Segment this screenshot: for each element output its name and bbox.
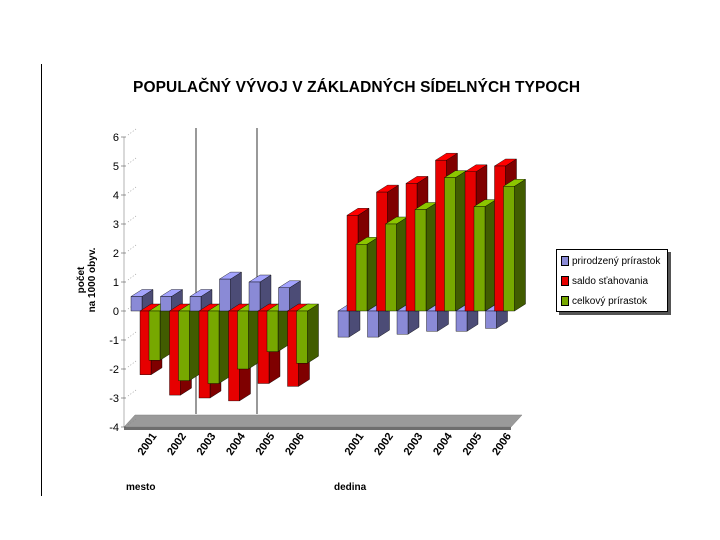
bar-3-7 [355,236,379,312]
y-tick-label: -3 [109,393,119,405]
group-label: mesto [126,482,155,493]
y-grid-stub [127,273,137,281]
x-tick-label: 2005 [254,431,278,458]
y-tick-label: 4 [113,190,119,202]
y-tick-label: -4 [109,422,119,434]
x-tick-label: 2002 [372,431,396,458]
legend-item-prirodzeny: prirodzený prírastok [561,254,660,268]
y-grid-stub [127,186,137,194]
y-grid-stub [127,128,137,136]
bar-3-10 [443,170,468,312]
x-tick-label: 2001 [136,431,160,458]
y-tick-label: 0 [113,306,119,318]
y-tick-label: 1 [113,277,119,289]
frame-line [41,64,42,496]
y-grid-stub [127,389,137,397]
bar-3-9 [414,202,438,312]
x-tick-label: 2006 [490,431,514,458]
x-tick-label: 2006 [283,431,307,458]
bar-3-2 [177,303,202,381]
chart-title: POPULAČNÝ VÝVOJ V ZÁKLADNÝCH SÍDELNÝCH T… [133,79,581,96]
bar-3-1 [148,303,172,361]
legend-swatch-celkovy [561,296,569,306]
bar-3-4 [236,303,261,370]
floor-edge [124,427,511,430]
x-tick-label: 2003 [402,431,426,458]
bar-1-6 [277,280,302,312]
y-grid-stub [127,215,137,223]
y-tick-label: -1 [109,335,119,347]
y-tick-label: 5 [113,161,119,173]
legend-item-saldo: saldo sťahovania [561,274,648,288]
legend-swatch-prirodzeny [561,256,569,266]
x-tick-label: 2001 [343,431,367,458]
group-label: dedina [334,482,367,493]
legend-swatch-saldo [561,276,569,286]
y-tick-label: 2 [113,248,119,260]
x-tick-label: 2005 [461,431,485,458]
bar-3-8 [384,216,409,312]
y-tick-label: -2 [109,364,119,376]
y-tick-label: 3 [113,219,119,231]
bar-3-12 [502,178,527,312]
y-grid-stub [127,157,137,165]
x-tick-label: 2004 [431,430,455,458]
x-tick-label: 2003 [195,431,219,458]
y-tick-label: 6 [113,132,119,144]
y-grid-stub [127,244,137,252]
x-tick-label: 2002 [165,431,189,458]
y-grid-stub [127,360,137,368]
bar-3-6 [295,303,320,364]
floor-plane [123,414,523,428]
bar-1-4 [218,271,243,312]
y-grid-stub [127,331,137,339]
legend-label-saldo: saldo sťahovania [572,275,649,287]
bar-3-11 [473,199,497,312]
bar-1-5 [248,274,272,312]
legend-label-celkovy: celkový prírastok [572,295,648,307]
legend-item-celkovy: celkový prírastok [561,294,647,308]
bar-3-3 [207,303,231,384]
legend: prirodzený prírastok saldo sťahovania ce… [556,249,668,312]
x-tick-label: 2004 [224,430,248,458]
legend-label-prirodzeny: prirodzený prírastok [572,255,661,267]
